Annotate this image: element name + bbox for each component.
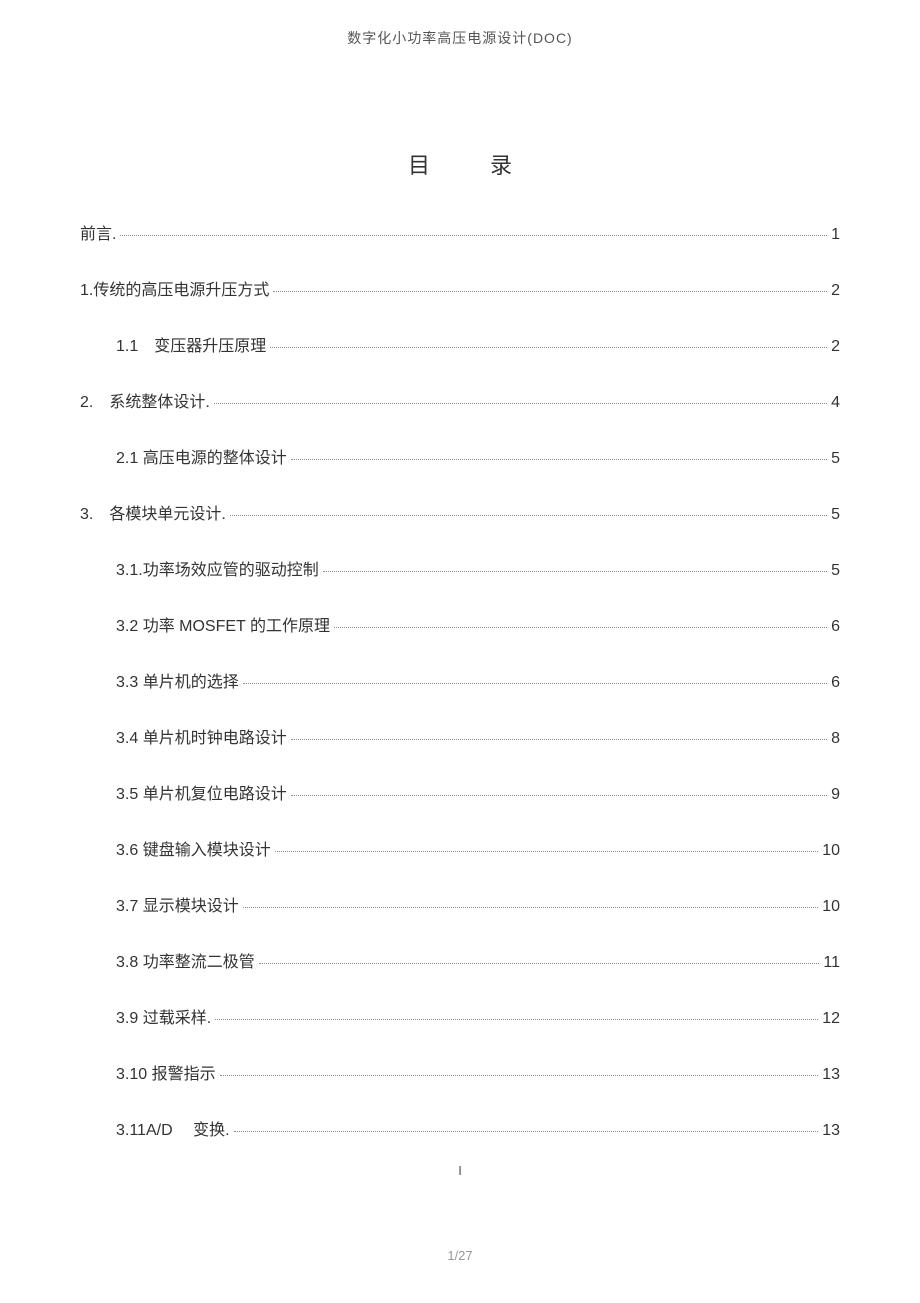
toc-entry-page: 12 [822, 1010, 840, 1028]
toc-entry-label: 1.传统的高压电源升压方式 [80, 276, 269, 300]
toc-entry-label: 3.5 单片机复位电路设计 [116, 780, 287, 804]
toc-entry: 3.1.功率场效应管的驱动控制 5 [80, 556, 840, 580]
toc-leader-dots [275, 851, 819, 852]
toc-entry-page: 13 [822, 1066, 840, 1084]
toc-leader-dots [291, 795, 827, 796]
toc-entry: 3.3 单片机的选择 6 [80, 668, 840, 692]
toc-entry: 1.1 变压器升压原理 2 [80, 332, 840, 356]
toc-leader-dots [273, 291, 827, 292]
toc-entry-page: 4 [831, 394, 840, 412]
toc-leader-dots [259, 963, 820, 964]
toc-entry-label: 2.1 高压电源的整体设计 [116, 444, 287, 468]
toc-entry: 3.4 单片机时钟电路设计 8 [80, 724, 840, 748]
toc-entry: 2. 系统整体设计. 4 [80, 388, 840, 412]
toc-entry-label: 3.4 单片机时钟电路设计 [116, 724, 287, 748]
toc-entry-label: 3.10 报警指示 [116, 1060, 216, 1084]
page-number-arabic: 1/27 [0, 1248, 920, 1263]
toc-entry: 前言. 1 [80, 220, 840, 244]
toc-entry: 3.9 过载采样. 12 [80, 1004, 840, 1028]
toc-entry-label: 3.1.功率场效应管的驱动控制 [116, 556, 319, 580]
toc-entry: 3.6 键盘输入模块设计 10 [80, 836, 840, 860]
toc-entry: 3. 各模块单元设计. 5 [80, 500, 840, 524]
toc-entry: 3.11A/D 变换. 13 [80, 1116, 840, 1140]
doc-header: 数字化小功率高压电源设计(DOC) [0, 0, 920, 48]
toc-entry: 3.7 显示模块设计 10 [80, 892, 840, 916]
toc-leader-dots [291, 459, 827, 460]
toc-entry-page: 8 [831, 730, 840, 748]
toc-leader-dots [220, 1075, 819, 1076]
toc-leader-dots [215, 1019, 818, 1020]
toc-leader-dots [230, 515, 827, 516]
toc-entry-page: 1 [831, 226, 840, 244]
toc-entry-page: 2 [831, 338, 840, 356]
toc-entry-page: 13 [822, 1122, 840, 1140]
toc-content: 目录 前言. 1 1.传统的高压电源升压方式 2 1.1 变压器升压原理 2 2. 系统整体… [0, 48, 920, 1140]
toc-list: 前言. 1 1.传统的高压电源升压方式 2 1.1 变压器升压原理 2 2. 系统整体设计.… [80, 220, 840, 1140]
toc-entry-label: 3.8 功率整流二极管 [116, 948, 255, 972]
toc-entry-label: 3.7 显示模块设计 [116, 892, 239, 916]
toc-entry-label: 3. 各模块单元设计. [80, 500, 226, 524]
toc-entry-page: 6 [831, 674, 840, 692]
toc-entry-label: 3.11A/D 变换. [116, 1116, 230, 1140]
toc-leader-dots [234, 1131, 819, 1132]
toc-leader-dots [120, 235, 827, 236]
toc-entry-label: 3.2 功率 MOSFET 的工作原理 [116, 612, 330, 636]
toc-entry-label: 前言. [80, 220, 116, 244]
toc-leader-dots [243, 907, 819, 908]
toc-entry-page: 10 [822, 842, 840, 860]
toc-entry-page: 5 [831, 450, 840, 468]
toc-entry-page: 10 [822, 898, 840, 916]
toc-entry-page: 9 [831, 786, 840, 804]
toc-entry-page: 5 [831, 562, 840, 580]
toc-entry-label: 2. 系统整体设计. [80, 388, 210, 412]
toc-entry: 2.1 高压电源的整体设计 5 [80, 444, 840, 468]
doc-header-title: 数字化小功率高压电源设计(DOC) [347, 30, 572, 46]
toc-entry-page: 5 [831, 506, 840, 524]
toc-leader-dots [334, 627, 827, 628]
toc-entry-label: 3.3 单片机的选择 [116, 668, 239, 692]
toc-leader-dots [323, 571, 827, 572]
toc-entry-page: 11 [823, 954, 840, 972]
toc-entry: 3.10 报警指示 13 [80, 1060, 840, 1084]
toc-entry: 1.传统的高压电源升压方式 2 [80, 276, 840, 300]
toc-leader-dots [243, 683, 827, 684]
toc-title: 目录 [80, 148, 840, 180]
toc-entry-page: 2 [831, 282, 840, 300]
page-number-roman: I [0, 1163, 920, 1178]
toc-entry: 3.2 功率 MOSFET 的工作原理 6 [80, 612, 840, 636]
toc-entry-page: 6 [831, 618, 840, 636]
toc-entry-label: 3.9 过载采样. [116, 1004, 211, 1028]
toc-entry-label: 3.6 键盘输入模块设计 [116, 836, 271, 860]
toc-entry: 3.5 单片机复位电路设计 9 [80, 780, 840, 804]
toc-leader-dots [270, 347, 827, 348]
toc-leader-dots [291, 739, 827, 740]
toc-entry: 3.8 功率整流二极管 11 [80, 948, 840, 972]
toc-leader-dots [214, 403, 827, 404]
toc-entry-label: 1.1 变压器升压原理 [116, 332, 266, 356]
